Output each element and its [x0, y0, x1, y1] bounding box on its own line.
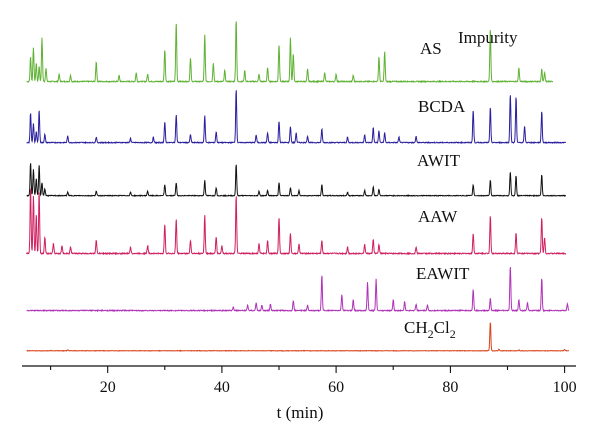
x-tick-label: 20 — [100, 379, 116, 396]
label-eawit: EAWIT — [416, 264, 470, 283]
trace-group — [26, 21, 570, 352]
x-tick-label: 40 — [214, 379, 230, 396]
x-axis-title: t (min) — [277, 403, 324, 422]
label-aaw: AAW — [418, 207, 458, 226]
label-ch2cl2-ch: CH — [404, 318, 428, 337]
x-axis-ticks: 20 40 60 80 100 — [50, 366, 577, 396]
label-bcda: BCDA — [418, 97, 466, 116]
trace-aaw — [26, 188, 567, 256]
trace-awit — [26, 163, 567, 198]
trace-ch2cl2 — [26, 322, 570, 352]
x-tick-label: 60 — [328, 379, 344, 396]
label-ch2cl2-cl: Cl — [434, 318, 450, 337]
label-as: AS — [420, 39, 442, 58]
label-awit: AWIT — [417, 151, 461, 170]
trace-as — [26, 21, 554, 84]
x-tick-label: 100 — [553, 379, 577, 396]
label-ch2cl2-sub2: 2 — [450, 327, 456, 341]
label-ch2cl2-sub1: 2 — [428, 327, 434, 341]
trace-eawit — [26, 266, 570, 313]
trace-bcda — [26, 90, 567, 145]
label-ch2cl2: CH2Cl2 — [404, 318, 456, 341]
label-impurity: Impurity — [458, 28, 518, 47]
x-tick-label: 80 — [442, 379, 458, 396]
